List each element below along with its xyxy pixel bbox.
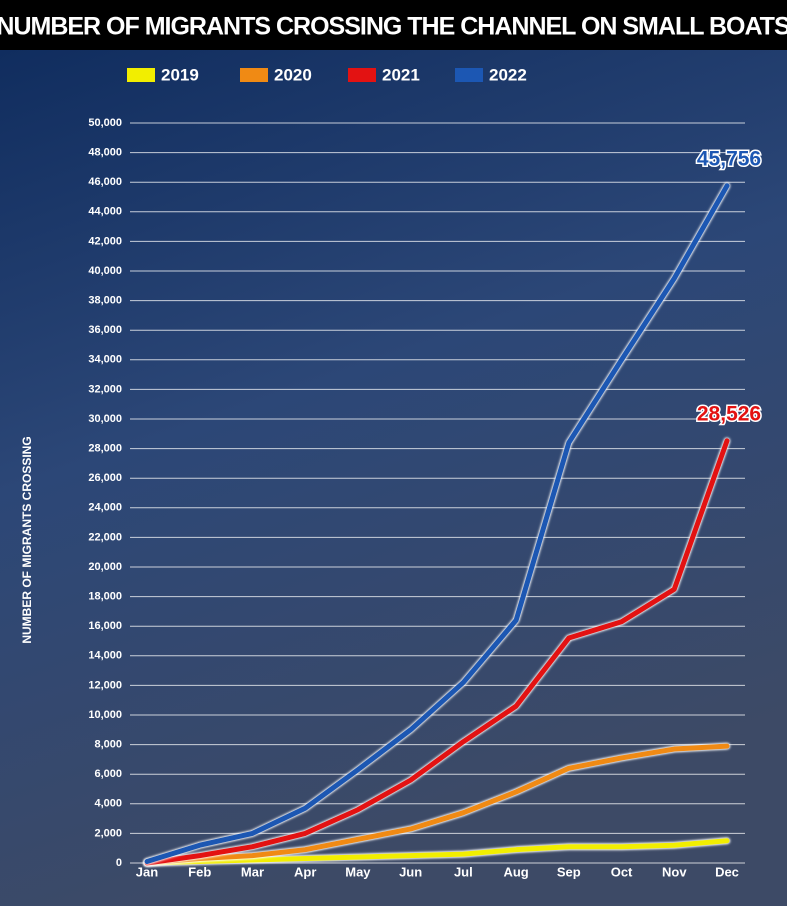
y-tick-label: 40,000 [88, 265, 122, 277]
y-tick-label: 28,000 [88, 443, 122, 455]
legend-label: 2020 [274, 65, 312, 84]
x-tick-label: Apr [294, 864, 316, 879]
y-axis-label: NUMBER OF MIGRANTS CROSSING [20, 436, 34, 643]
series-line [144, 743, 730, 866]
y-tick-label: 32,000 [88, 383, 122, 395]
series-line [144, 438, 730, 866]
y-tick-label: 14,000 [88, 650, 122, 662]
x-tick-label: Oct [611, 864, 633, 879]
y-tick-label: 4,000 [94, 798, 122, 810]
y-tick-label: 26,000 [88, 472, 122, 484]
y-tick-label: 22,000 [88, 531, 122, 543]
x-tick-label: Nov [662, 864, 687, 879]
legend-swatch [455, 68, 483, 82]
title-bar [0, 0, 787, 50]
y-tick-label: 38,000 [88, 295, 122, 307]
x-tick-label: Jan [136, 864, 158, 879]
x-tick-label: Jul [454, 864, 473, 879]
legend-label: 2019 [161, 65, 199, 84]
y-tick-label: 8,000 [94, 739, 122, 751]
legend-label: 2021 [382, 65, 420, 84]
legend-swatch [240, 68, 268, 82]
x-tick-label: Dec [715, 864, 739, 879]
y-tick-label: 44,000 [88, 206, 122, 218]
x-tick-label: Jun [399, 864, 422, 879]
series-line [144, 183, 730, 865]
x-tick-label: Sep [557, 864, 581, 879]
x-tick-label: Mar [241, 864, 264, 879]
y-tick-label: 16,000 [88, 620, 122, 632]
x-tick-label: Feb [188, 864, 211, 879]
y-tick-label: 36,000 [88, 324, 122, 336]
y-tick-label: 12,000 [88, 679, 122, 691]
y-tick-label: 10,000 [88, 709, 122, 721]
y-tick-label: 48,000 [88, 147, 122, 159]
y-tick-label: 6,000 [94, 768, 122, 780]
y-tick-label: 18,000 [88, 591, 122, 603]
value-label: 45,756 [697, 147, 761, 170]
x-tick-label: May [345, 864, 371, 879]
x-tick-label: Aug [503, 864, 528, 879]
y-tick-label: 42,000 [88, 235, 122, 247]
value-label: 28,526 [697, 402, 761, 425]
y-tick-label: 46,000 [88, 176, 122, 188]
series-line [144, 838, 730, 866]
y-tick-label: 34,000 [88, 354, 122, 366]
legend-swatch [348, 68, 376, 82]
chart-title: NUMBER OF MIGRANTS CROSSING THE CHANNEL … [0, 13, 787, 41]
y-tick-label: 30,000 [88, 413, 122, 425]
y-tick-label: 0 [116, 857, 122, 869]
legend-label: 2022 [489, 65, 527, 84]
y-tick-label: 2,000 [94, 827, 122, 839]
legend-swatch [127, 68, 155, 82]
y-tick-label: 20,000 [88, 561, 122, 573]
y-tick-label: 50,000 [88, 117, 122, 129]
y-tick-label: 24,000 [88, 502, 122, 514]
